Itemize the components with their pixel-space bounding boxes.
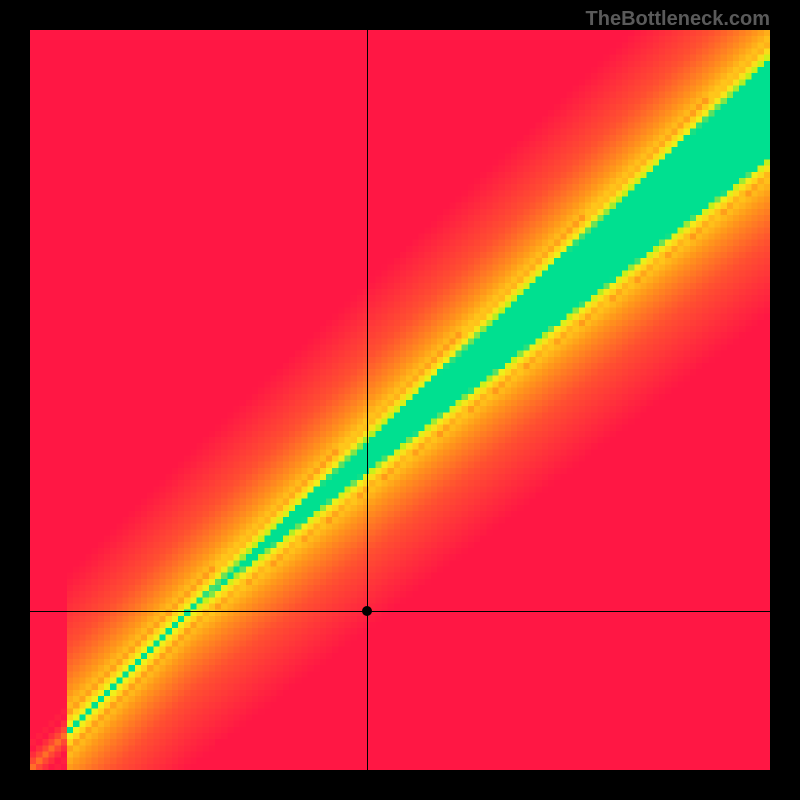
heatmap-canvas — [30, 30, 770, 770]
crosshair-horizontal — [30, 611, 770, 612]
watermark-text: TheBottleneck.com — [586, 8, 770, 31]
crosshair-vertical — [367, 30, 368, 770]
plot-area — [30, 30, 770, 770]
crosshair-marker — [362, 606, 372, 616]
